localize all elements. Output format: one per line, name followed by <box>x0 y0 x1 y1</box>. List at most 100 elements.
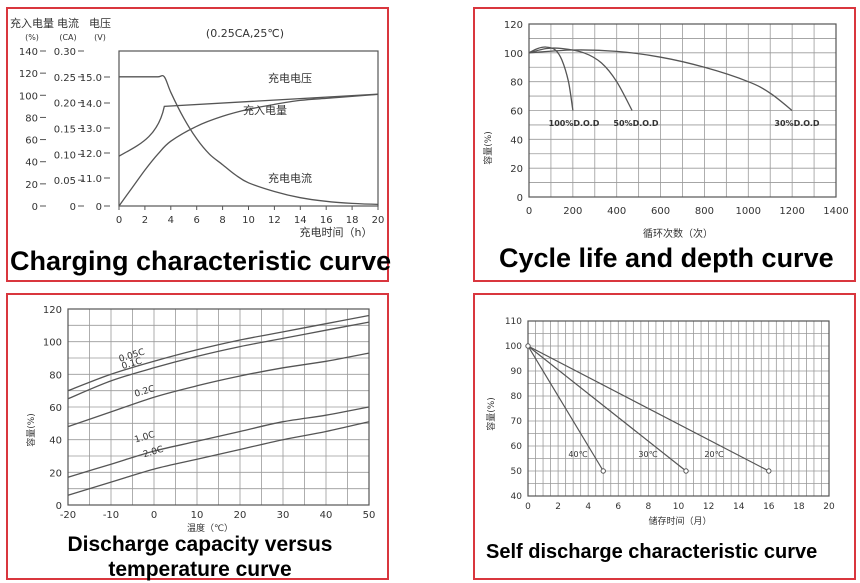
y-tick-label: 80 <box>25 113 38 124</box>
y-tick-label: 80 <box>511 392 523 402</box>
series-label: 30%D.O.D <box>774 119 819 128</box>
y-tick-label: 0.25 <box>54 73 76 84</box>
self-discharge-caption: Self discharge characteristic curve <box>486 541 818 563</box>
y-tick-label: 14.0 <box>80 99 102 110</box>
y-tick-label: 60 <box>511 442 523 452</box>
plot-frame <box>528 23 837 198</box>
y-axis-unit: (V) <box>94 33 106 42</box>
y-tick-label: 40 <box>511 492 523 502</box>
x-tick-label: 14 <box>733 502 745 512</box>
series-line <box>527 345 770 472</box>
y-tick-label: 70 <box>511 417 523 427</box>
y-tick-label: 80 <box>510 78 523 89</box>
y-tick-label: 0.15 <box>54 125 76 136</box>
x-axis-label: 充电时间（h） <box>300 225 373 239</box>
x-tick-label: 40 <box>320 510 333 521</box>
y-tick-label: 15.0 <box>80 73 102 84</box>
series-line <box>528 49 793 112</box>
x-tick-label: 10 <box>673 502 685 512</box>
series-label: 50%D.O.D <box>613 119 658 128</box>
x-tick-label: -10 <box>103 510 119 521</box>
self-discharge-chart-panel <box>473 293 856 580</box>
y-axis-header: 充入电量 <box>10 16 54 30</box>
cycle-life-caption: Cycle life and depth curve <box>499 243 834 273</box>
y-tick-label: 60 <box>25 136 38 147</box>
series-line <box>67 421 370 496</box>
x-tick-label: 0 <box>525 502 531 512</box>
x-tick-label: 30 <box>277 510 290 521</box>
y-tick-label: 120 <box>43 305 62 316</box>
y-tick-label: 13.0 <box>80 124 102 135</box>
x-tick-label: 12 <box>703 502 714 512</box>
temperature-caption: Discharge capacity versus temperature cu… <box>67 533 333 581</box>
x-tick-label: 10 <box>191 510 204 521</box>
x-tick-label: -20 <box>60 510 76 521</box>
series-end-marker <box>766 468 772 474</box>
x-axis-label: 温度（℃） <box>187 522 233 534</box>
y-tick-label: 50 <box>511 467 523 477</box>
y-tick-label: 0 <box>96 202 102 213</box>
series-label: 20℃ <box>704 450 723 459</box>
x-tick-label: 1000 <box>736 206 761 217</box>
y-tick-label: 90 <box>511 367 523 377</box>
x-axis-label: 储存时间（月） <box>648 515 711 527</box>
y-axis-header: 电流 <box>57 16 79 30</box>
y-tick-label: 40 <box>49 436 62 447</box>
x-tick-label: 8 <box>219 215 225 226</box>
y-tick-label: 20 <box>25 180 38 191</box>
y-tick-label: 20 <box>49 468 62 479</box>
y-axis-label: 容量(%) <box>25 413 37 447</box>
series-line <box>67 352 370 428</box>
y-tick-label: 20 <box>510 164 523 175</box>
series-label: 100%D.O.D <box>549 119 600 128</box>
series-line-current <box>119 75 379 206</box>
series-label: 30℃ <box>638 450 657 459</box>
x-tick-label: 6 <box>615 502 621 512</box>
series-end-marker <box>683 468 689 474</box>
y-tick-label: 12.0 <box>80 149 102 160</box>
y-tick-label: 0 <box>56 501 62 512</box>
y-tick-label: 40 <box>25 158 38 169</box>
y-axis-unit: (%) <box>25 33 39 42</box>
x-tick-label: 600 <box>651 206 670 217</box>
y-tick-label: 0.05 <box>54 176 76 187</box>
series-label: 充电电压 <box>268 71 312 85</box>
x-tick-label: 8 <box>646 502 652 512</box>
x-tick-label: 50 <box>363 510 376 521</box>
y-tick-label: 120 <box>19 69 38 80</box>
x-tick-label: 6 <box>194 215 200 226</box>
y-tick-label: 0.20 <box>54 99 76 110</box>
x-tick-label: 16 <box>763 502 775 512</box>
x-tick-label: 0 <box>116 215 122 226</box>
series-line <box>527 345 687 472</box>
series-line <box>67 321 370 400</box>
x-tick-label: 0 <box>526 206 532 217</box>
x-tick-label: 1400 <box>823 206 848 217</box>
x-tick-label: 200 <box>563 206 582 217</box>
x-tick-label: 400 <box>607 206 626 217</box>
series-line-voltage <box>118 93 379 157</box>
x-tick-label: 1200 <box>779 206 804 217</box>
y-tick-label: 40 <box>510 135 523 146</box>
y-tick-label: 60 <box>49 403 62 414</box>
x-tick-label: 800 <box>695 206 714 217</box>
series-label: 40℃ <box>568 450 587 459</box>
temperature-chart-panel <box>6 293 389 580</box>
y-tick-label: 100 <box>43 338 62 349</box>
y-tick-label: 140 <box>19 47 38 58</box>
series-line <box>528 47 633 111</box>
y-tick-label: 0.30 <box>54 47 76 58</box>
y-tick-label: 0 <box>517 193 523 204</box>
series-label: 充电电流 <box>268 171 312 185</box>
x-tick-label: 20 <box>372 215 385 226</box>
x-tick-label: 20 <box>823 502 835 512</box>
series-label: 充入电量 <box>243 103 287 117</box>
series-line <box>528 46 574 111</box>
y-tick-label: 11.0 <box>80 174 102 185</box>
series-end-marker <box>600 468 606 474</box>
y-tick-label: 80 <box>49 370 62 381</box>
chart-title: (0.25CA,25℃) <box>206 27 284 40</box>
